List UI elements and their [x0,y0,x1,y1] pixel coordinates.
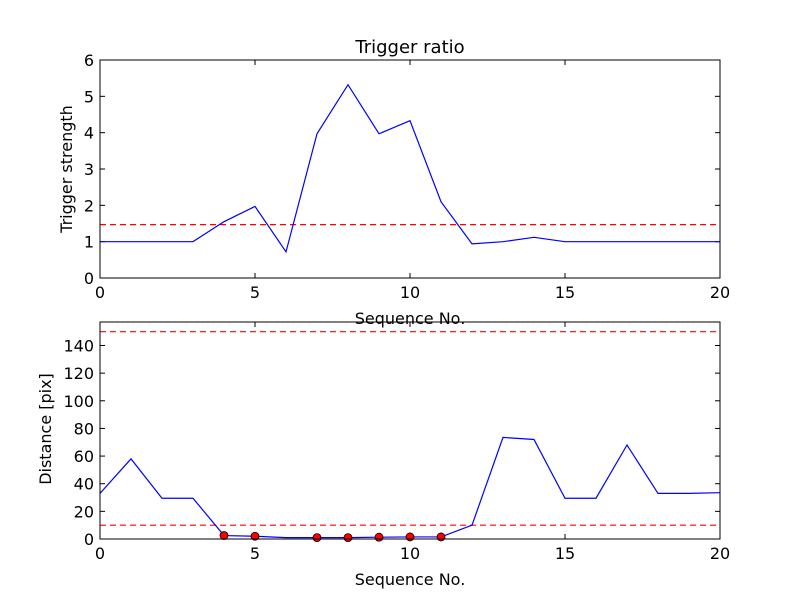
bottom-y-tick-label: 140 [63,336,94,355]
bottom-y-tick-label: 0 [84,530,94,549]
bottom-y-tick-label: 120 [63,364,94,383]
bottom-chart-frame [99,321,721,540]
top-y-tick-label: 5 [84,87,94,106]
top-y-tick-label: 6 [84,51,94,70]
bottom-chart-plot-area [99,331,721,543]
bottom-chart-ylabel: Distance [pix] [36,373,55,485]
top-series-line [100,83,720,254]
top-x-tick-label: 20 [710,283,730,302]
top-chart: Trigger ratio Trigger strength Sequence … [57,37,730,328]
bottom-data-marker [374,532,384,542]
bottom-y-tick-label: 100 [63,392,94,411]
bottom-data-marker [219,531,229,540]
bottom-y-tick-label: 20 [74,502,94,521]
top-y-tick-label: 1 [84,233,94,252]
bottom-chart-ticks: 0 5 10 15 20 0 20 40 60 80 100 120 140 [63,322,730,563]
bottom-data-marker [405,532,415,542]
bottom-y-tick-label: 80 [74,419,94,438]
bottom-chart: Distance [pix] Sequence No. 0 5 10 15 20 0 20 4… [36,321,730,589]
bottom-y-tick-label: 60 [74,447,94,466]
top-y-tick-label: 0 [84,269,94,288]
bottom-data-marker [436,532,446,542]
bottom-data-marker [312,533,322,543]
bottom-data-marker [343,533,353,543]
top-chart-title: Trigger ratio [354,37,464,58]
bottom-y-tick-label: 40 [74,475,94,494]
top-chart-xlabel: Sequence No. [355,309,466,328]
bottom-x-tick-label: 10 [400,544,420,563]
top-x-tick-label: 10 [400,283,420,302]
top-x-tick-label: 0 [95,283,105,302]
top-y-tick-label: 4 [84,124,94,143]
bottom-x-tick-label: 0 [95,544,105,563]
bottom-x-tick-label: 15 [555,544,575,563]
top-x-tick-label: 15 [555,283,575,302]
top-chart-plot-area [100,83,720,254]
top-chart-frame [99,59,721,279]
bottom-data-marker [250,531,260,541]
top-x-tick-label: 5 [250,283,260,302]
top-chart-ticks: 0 5 10 15 20 0 1 2 3 4 5 6 [84,51,730,302]
bottom-chart-xlabel: Sequence No. [355,570,466,589]
top-y-tick-label: 2 [84,196,94,215]
top-chart-ylabel: Trigger strength [57,105,76,234]
bottom-x-tick-label: 20 [710,544,730,563]
bottom-x-tick-label: 5 [250,544,260,563]
top-y-tick-label: 3 [84,160,94,179]
